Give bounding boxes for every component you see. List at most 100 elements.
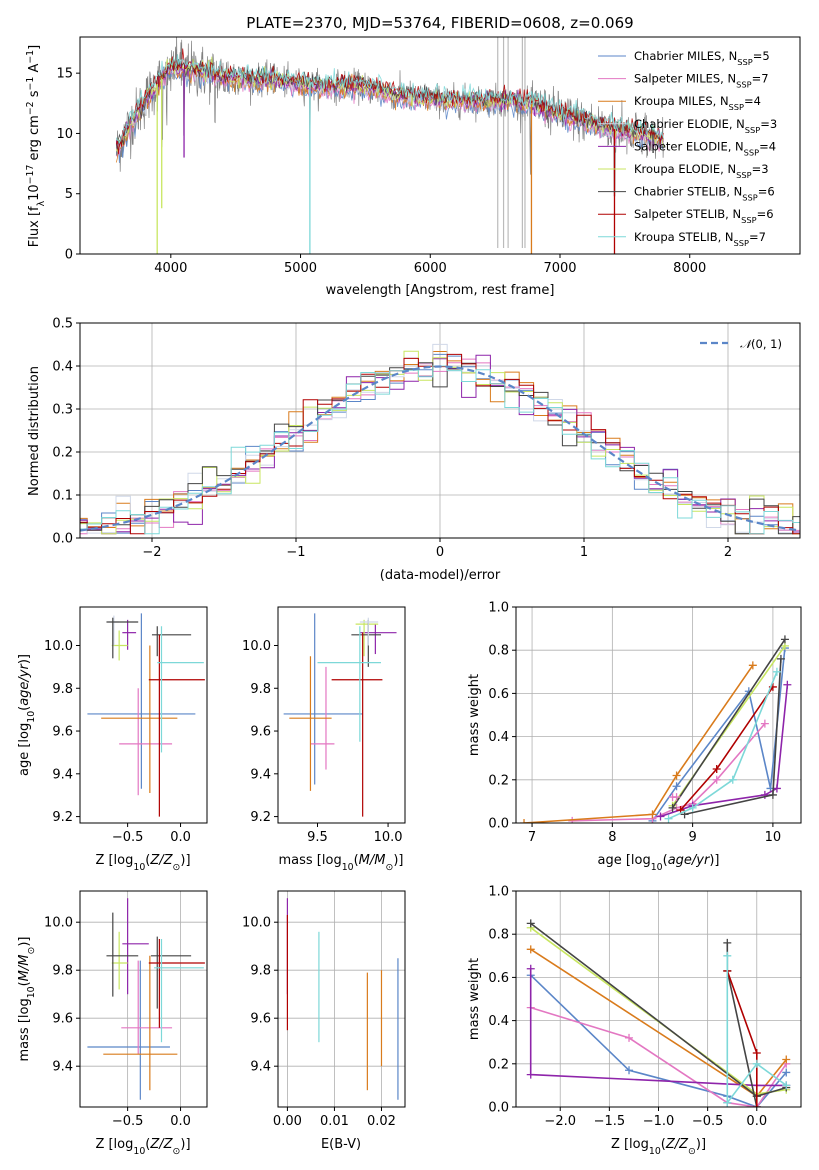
weight-marker (723, 938, 732, 947)
x-tick-label: −2.0 (544, 1114, 576, 1129)
y-tick-label: 9.2 (250, 810, 271, 825)
y-tick-label: 0.8 (488, 928, 509, 943)
y-tick-label: 9.8 (250, 682, 271, 697)
weight-marker (752, 1049, 761, 1057)
x-axis-label: mass [log10(M/M⊙)] (279, 853, 404, 873)
legend-entry: Salpeter STELIB, NSSP=6 (634, 207, 774, 225)
weight-marker (668, 803, 677, 812)
weight-marker (752, 1059, 761, 1068)
weight-marker (664, 814, 673, 823)
x-tick-label: 8000 (673, 261, 706, 276)
y-tick-label: 0.2 (488, 773, 509, 788)
weight-marker (776, 654, 785, 663)
y-tick-label: 0.5 (52, 317, 73, 332)
x-tick-label: −0.5 (692, 1114, 724, 1129)
y-tick-label: 0.8 (488, 644, 509, 659)
age_vs_Z-plot-area (87, 613, 205, 817)
x-axis-label: (data-model)/error (380, 568, 501, 583)
axes-frame (277, 606, 406, 824)
x-tick-label: 8 (608, 830, 616, 845)
y-axis-label: mass weight (467, 958, 482, 1040)
weight-line-kroupa-stelib (726, 955, 787, 1106)
weight-marker (772, 667, 781, 676)
x-tick-label: 0.02 (367, 1114, 396, 1129)
x-tick-label: 4000 (154, 261, 187, 276)
y-tick-label: 0.2 (488, 1057, 509, 1072)
weight-line-kroupa-miles (523, 664, 754, 823)
x-tick-label: 9 (688, 830, 696, 845)
x-axis-label: E(B-V) (321, 1137, 361, 1152)
legend-entry: Chabrier ELODIE, NSSP=3 (634, 117, 777, 135)
x-axis-label: Z [log10(Z/Z⊙)] (95, 853, 190, 873)
y-tick-label: 0.4 (488, 1014, 509, 1029)
x-tick-label: 9.5 (307, 830, 328, 845)
weight-marker (625, 1033, 634, 1042)
weight-marker (752, 1103, 761, 1107)
weight-marker (656, 812, 665, 821)
y-tick-label: 1.0 (488, 885, 509, 900)
y-axis-label: mass weight (467, 674, 482, 756)
axes-frame (79, 606, 208, 824)
weight-marker (782, 1068, 791, 1077)
axes-frame (79, 36, 801, 255)
y-tick-label: 9.4 (250, 1060, 271, 1075)
y-tick-label: 1.0 (488, 601, 509, 616)
weight-marker (760, 719, 769, 728)
histogram-salpeter-elodie (80, 354, 800, 535)
x-tick-label: 0.00 (273, 1114, 302, 1129)
spectrum-plot-area (115, 37, 664, 254)
legend-entry: Kroupa MILES, NSSP=4 (634, 94, 761, 112)
legend-entry: Salpeter MILES, NSSP=7 (634, 72, 769, 90)
weight-marker (712, 775, 721, 784)
x-tick-label: −1.5 (594, 1114, 626, 1129)
x-axis-label: Z [log10(Z/Z⊙)] (95, 1137, 190, 1157)
x-tick-label: 10 (765, 830, 782, 845)
x-tick-label: −1 (286, 545, 305, 560)
normal-reference-curve (80, 365, 800, 532)
x-axis-label: age [log10(age/yr)] (597, 853, 719, 873)
axes-frame (515, 890, 802, 1108)
model-spectrum-kroupa-stelib (115, 54, 664, 145)
y-axis-label: age [log10(age/yr)] (17, 654, 37, 776)
weight-marker (520, 819, 529, 823)
y-tick-label: 10 (56, 127, 73, 142)
y-tick-label: 0.6 (488, 687, 509, 702)
weight-marker (748, 661, 757, 670)
y-tick-label: 9.6 (250, 725, 271, 740)
y-tick-label: 10.0 (242, 639, 271, 654)
histogram-kroupa-elodie (80, 350, 800, 535)
weight-marker (672, 771, 681, 780)
x-tick-label: 2 (724, 545, 732, 560)
x-tick-label: −1.0 (643, 1114, 675, 1129)
y-tick-label: 9.8 (52, 964, 73, 979)
x-tick-label: 0.0 (170, 830, 191, 845)
y-axis-label: mass [log10(M/M⊙)] (17, 937, 37, 1062)
age_vs_mass-plot-area (283, 613, 397, 817)
x-tick-label: 7000 (543, 261, 576, 276)
x-tick-label: 1 (580, 545, 588, 560)
weight-marker (526, 919, 535, 928)
weight-line-salpeter-elodie (529, 968, 787, 1087)
x-tick-label: 0.01 (320, 1114, 349, 1129)
y-tick-label: 9.4 (52, 767, 73, 782)
legend-entry: Kroupa ELODIE, NSSP=3 (634, 162, 769, 180)
x-tick-label: 10.0 (374, 830, 403, 845)
y-axis-label: Flux [fλ10−17 erg cm−2 s−1 A−1] (25, 45, 47, 247)
model-spectrum-kroupa-miles (115, 61, 664, 163)
y-tick-label: 0.0 (488, 1101, 509, 1116)
weight-marker (782, 1055, 791, 1064)
legend-entry: 𝒩(0, 1) (740, 337, 782, 351)
x-tick-label: 0.0 (746, 1114, 767, 1129)
x-tick-label: 5000 (284, 261, 317, 276)
weight-marker (526, 964, 535, 973)
legend-entry: Kroupa STELIB, NSSP=7 (634, 230, 766, 248)
axes-frame (515, 606, 802, 824)
y-tick-label: 5 (65, 187, 73, 202)
massweight_vs_age-plot-area (520, 635, 792, 823)
y-tick-label: 0.0 (488, 817, 509, 832)
y-tick-label: 0.3 (52, 403, 73, 418)
weight-marker (723, 1098, 732, 1107)
axes-frame (79, 322, 801, 539)
histogram-chabrier-elodie (80, 343, 800, 535)
weight-marker (526, 945, 535, 954)
